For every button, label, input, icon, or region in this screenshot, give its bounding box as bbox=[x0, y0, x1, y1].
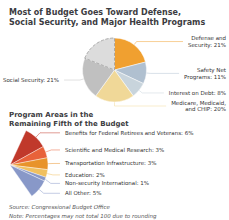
svg-text:Social Security, and Major Hea: Social Security, and Major Health Progra… bbox=[9, 18, 205, 27]
svg-text:Program Areas in the: Program Areas in the bbox=[9, 111, 93, 119]
svg-text:Source: Congressional Budget O: Source: Congressional Budget Office bbox=[9, 204, 111, 211]
svg-text:Security: 21%: Security: 21% bbox=[188, 42, 226, 49]
svg-text:Benefits for Federal Retirees: Benefits for Federal Retirees and Vetera… bbox=[65, 130, 193, 136]
svg-text:Defense and: Defense and bbox=[191, 35, 226, 41]
svg-text:Remaining Fifth of the Budget: Remaining Fifth of the Budget bbox=[9, 120, 129, 128]
svg-text:Programs: 11%: Programs: 11% bbox=[184, 74, 226, 81]
svg-text:Scientific and Medical Researc: Scientific and Medical Research: 3% bbox=[65, 147, 164, 153]
svg-text:Transportation Infrastructure:: Transportation Infrastructure: 3% bbox=[64, 160, 156, 167]
svg-text:Social Security: 21%: Social Security: 21% bbox=[3, 77, 59, 84]
svg-text:Note: Percentages may not tota: Note: Percentages may not total 100 due … bbox=[9, 213, 157, 220]
svg-text:Medicare, Medicaid,: Medicare, Medicaid, bbox=[171, 100, 226, 106]
svg-text:Non-security International: 1%: Non-security International: 1% bbox=[65, 180, 149, 187]
svg-text:All Other: 5%: All Other: 5% bbox=[65, 190, 101, 196]
svg-text:and CHIP: 20%: and CHIP: 20% bbox=[185, 106, 226, 112]
svg-text:Most of Budget Goes Toward Def: Most of Budget Goes Toward Defense, bbox=[9, 8, 181, 17]
svg-text:Safety Net: Safety Net bbox=[197, 67, 226, 74]
svg-text:Interest on Debt: 8%: Interest on Debt: 8% bbox=[169, 90, 226, 96]
svg-text:Education: 2%: Education: 2% bbox=[65, 172, 105, 178]
